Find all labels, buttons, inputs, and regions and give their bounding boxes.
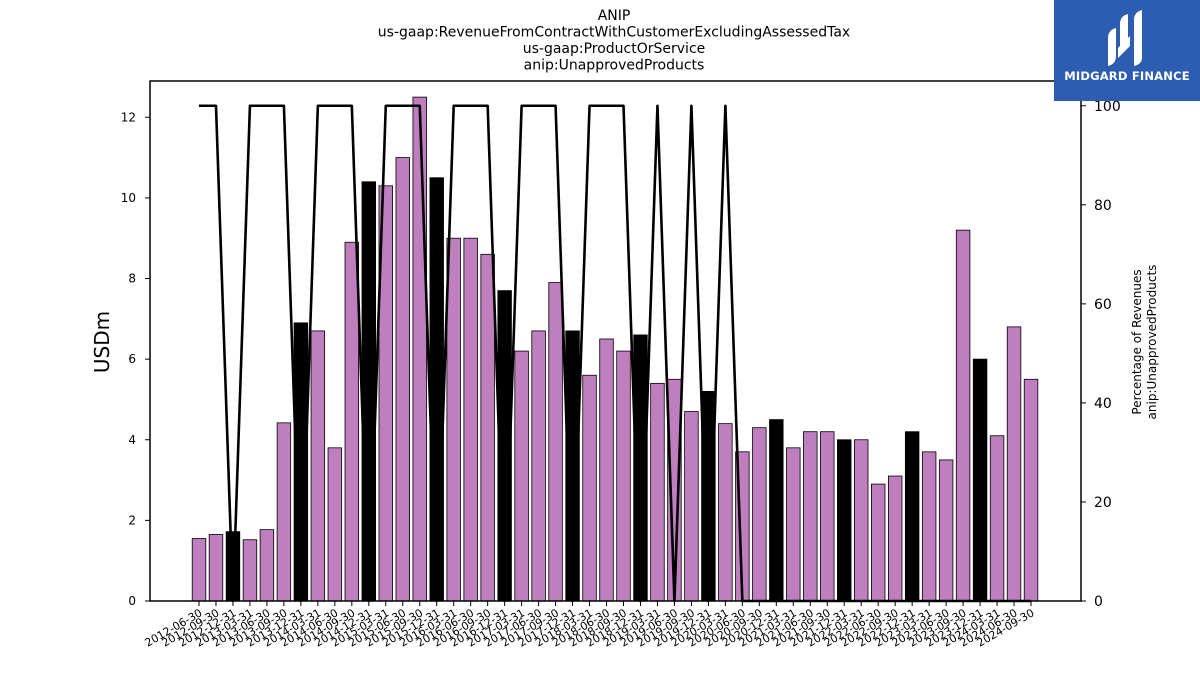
bar <box>395 157 410 602</box>
bar <box>837 439 852 602</box>
y-axis-label-left: USDm <box>90 311 114 373</box>
bar <box>191 538 207 602</box>
bar <box>989 435 1005 602</box>
logo-text: MIDGARD FINANCE <box>1064 69 1190 83</box>
bar <box>1006 326 1022 602</box>
bar <box>344 241 360 602</box>
y-tick-label-left: 6 <box>128 352 136 366</box>
bar <box>514 350 529 602</box>
chart-title: ANIPus-gaap:RevenueFromContractWithCusto… <box>378 8 850 74</box>
chart-title-line: ANIP <box>598 8 631 24</box>
y-tick-label-left: 0 <box>128 594 136 608</box>
y-tick-label-right: 40 <box>1094 396 1112 412</box>
y-tick-label-right: 0 <box>1094 594 1103 610</box>
chart-title-line: anip:UnapprovedProducts <box>524 58 705 74</box>
chart-title-line: us-gaap:RevenueFromContractWithCustomerE… <box>378 25 850 41</box>
bar <box>446 237 461 602</box>
bar <box>276 422 292 602</box>
y-axis-left: 0 2 4 6 8 10 12 <box>121 110 150 608</box>
bar <box>429 177 444 602</box>
y-tick-label-left: 2 <box>128 513 136 527</box>
y-tick-label-left: 12 <box>121 110 136 124</box>
bar <box>463 237 478 602</box>
bar <box>480 253 495 602</box>
bar <box>327 447 343 602</box>
bar <box>242 539 258 602</box>
bar <box>803 431 818 602</box>
y-tick-label-right: 100 <box>1094 99 1121 115</box>
bar <box>871 483 886 602</box>
bar <box>208 534 224 602</box>
bars <box>191 96 1039 602</box>
bar <box>616 350 631 602</box>
plot-frame <box>149 80 1082 602</box>
bar <box>599 338 614 602</box>
brand-logo: MIDGARD FINANCE <box>1054 0 1200 101</box>
bar <box>786 447 801 602</box>
x-axis: 2012-06-302012-09-302012-12-312013-03-31… <box>143 601 1037 650</box>
bar <box>650 382 665 602</box>
bar <box>412 96 427 602</box>
bar <box>887 475 903 602</box>
bar <box>259 529 275 602</box>
y-tick-label-right: 20 <box>1094 495 1112 511</box>
y-tick-label-right: 80 <box>1094 198 1112 214</box>
bar <box>548 282 563 602</box>
midgard-logo-icon <box>1108 10 1142 66</box>
bar <box>904 431 920 602</box>
bar <box>769 419 784 602</box>
bar <box>938 459 954 602</box>
chart-title-line: us-gaap:ProductOrService <box>523 41 706 57</box>
bar <box>972 358 988 602</box>
bar <box>921 451 937 602</box>
bar <box>531 330 546 602</box>
y-tick-label-left: 4 <box>128 433 136 447</box>
bar <box>310 330 326 602</box>
bar <box>955 229 971 602</box>
y-tick-label-right: 60 <box>1094 297 1112 313</box>
bar <box>361 181 377 602</box>
y-axis-label-right-line: Percentage of Revenues <box>1130 269 1144 414</box>
y-axis-label-right: Percentage of Revenues anip:UnapprovedPro… <box>1130 265 1159 420</box>
y-tick-label-left: 10 <box>121 191 136 205</box>
bar <box>718 423 733 602</box>
bar <box>684 411 699 602</box>
bar <box>820 431 835 602</box>
y-axis-right: 0 20 40 60 80 100 <box>1081 99 1121 610</box>
y-tick-label-left: 8 <box>128 272 136 286</box>
bar <box>752 427 767 602</box>
bar <box>854 439 869 602</box>
y-axis-label-right-line: anip:UnapprovedProducts <box>1145 265 1159 420</box>
bar <box>582 374 597 602</box>
bar <box>1023 378 1039 602</box>
